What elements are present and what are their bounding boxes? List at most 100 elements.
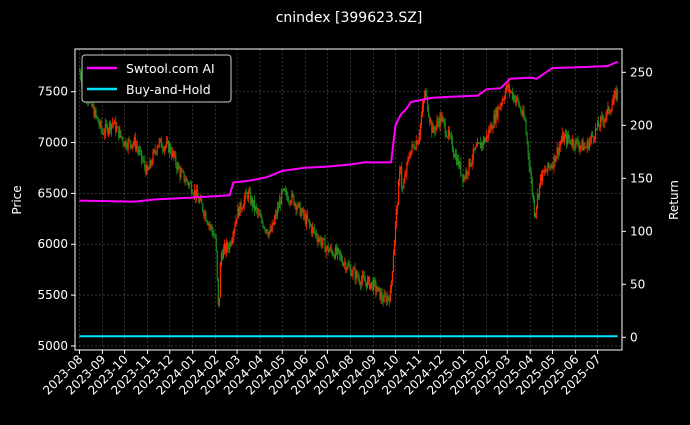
candle-body [555, 156, 557, 162]
candle-body [573, 139, 575, 147]
candle-body [389, 290, 391, 302]
candle-body [479, 142, 482, 149]
candle-body [447, 130, 449, 137]
candle-body [374, 279, 376, 283]
candle-body [347, 264, 349, 269]
candle-body [445, 134, 447, 137]
candle-body [592, 136, 595, 140]
candle-body [437, 120, 439, 123]
candle-body [190, 183, 192, 193]
candle-body [456, 154, 458, 165]
candle-body [352, 269, 354, 275]
candle-body [365, 282, 368, 288]
candle-body [310, 225, 313, 233]
candle-body [355, 271, 357, 280]
candle-body [494, 114, 496, 123]
candle-body [430, 120, 432, 122]
candle-body [584, 146, 586, 148]
candle-body [305, 215, 307, 224]
candle-body [128, 139, 130, 141]
candle-body [148, 168, 150, 171]
candle-body [595, 128, 598, 130]
candle-body [157, 144, 159, 148]
candle-body [435, 126, 437, 132]
candle-body [294, 203, 296, 206]
candle-body [194, 189, 197, 198]
candle-body [136, 146, 139, 150]
candle-body [198, 197, 200, 203]
candle-body [610, 110, 612, 112]
candle-body [463, 177, 465, 182]
candle-body [477, 142, 480, 144]
candle-body [277, 207, 280, 208]
candle-body [492, 127, 494, 130]
candle-body [303, 214, 305, 216]
candle-body [126, 147, 128, 149]
candle-body [405, 174, 407, 176]
candle-body [410, 150, 412, 157]
candle-body [248, 191, 250, 193]
candle-body [104, 123, 106, 134]
candle-body [242, 206, 244, 209]
candle-body [372, 281, 374, 291]
candle-body [261, 216, 263, 222]
candle-body [546, 170, 548, 172]
candle-body [539, 174, 542, 184]
candle-body [109, 122, 112, 131]
candle-body [585, 147, 587, 149]
candle-body [529, 166, 531, 173]
candle-body [241, 208, 243, 210]
candle-body [457, 158, 459, 165]
candle-body [401, 167, 403, 188]
candle-body [541, 174, 543, 182]
candle-body [280, 190, 283, 205]
candle-body [614, 90, 616, 94]
candle-body [500, 104, 502, 106]
candle-body [221, 253, 224, 259]
candle-body [373, 279, 375, 291]
candle-body [489, 129, 491, 132]
candle-body [544, 170, 546, 173]
candle-body [203, 211, 205, 216]
candle-body [482, 138, 485, 146]
candle-body [177, 164, 179, 170]
candle-body [230, 243, 232, 245]
candle-body [606, 110, 608, 117]
y-tick-label: 6500 [37, 186, 68, 200]
candle-body [163, 147, 166, 151]
candle-body [532, 193, 534, 200]
candle-body [524, 118, 526, 122]
candle-body [601, 116, 603, 118]
candle-body [422, 101, 425, 106]
candle-body [616, 89, 618, 100]
candle-body [438, 122, 440, 127]
candle-body [246, 193, 248, 199]
candle-body [239, 201, 241, 216]
candle-body [596, 121, 599, 129]
candle-body [440, 114, 442, 122]
y2-tick-label: 50 [630, 277, 645, 291]
candle-body [338, 250, 341, 255]
candle-body [252, 200, 255, 207]
candle-body [184, 181, 186, 182]
candle-body [381, 292, 383, 300]
candle-body [484, 138, 486, 143]
candle-body [412, 144, 414, 146]
candle-body [567, 134, 570, 140]
candle-body [164, 145, 167, 148]
candle-body [133, 137, 135, 144]
candle-body [240, 201, 242, 210]
candle-body [175, 154, 177, 165]
candle-body [387, 296, 389, 299]
candle-body [222, 248, 225, 259]
candle-body [559, 143, 561, 147]
candle-body [274, 213, 276, 220]
candle-body [558, 146, 560, 155]
candle-body [328, 250, 330, 253]
candle-body [171, 152, 173, 157]
candle-body [377, 287, 379, 292]
candle-body [488, 129, 490, 138]
candle-body [408, 157, 410, 159]
candle-body [566, 134, 569, 144]
candle-body [307, 219, 310, 221]
